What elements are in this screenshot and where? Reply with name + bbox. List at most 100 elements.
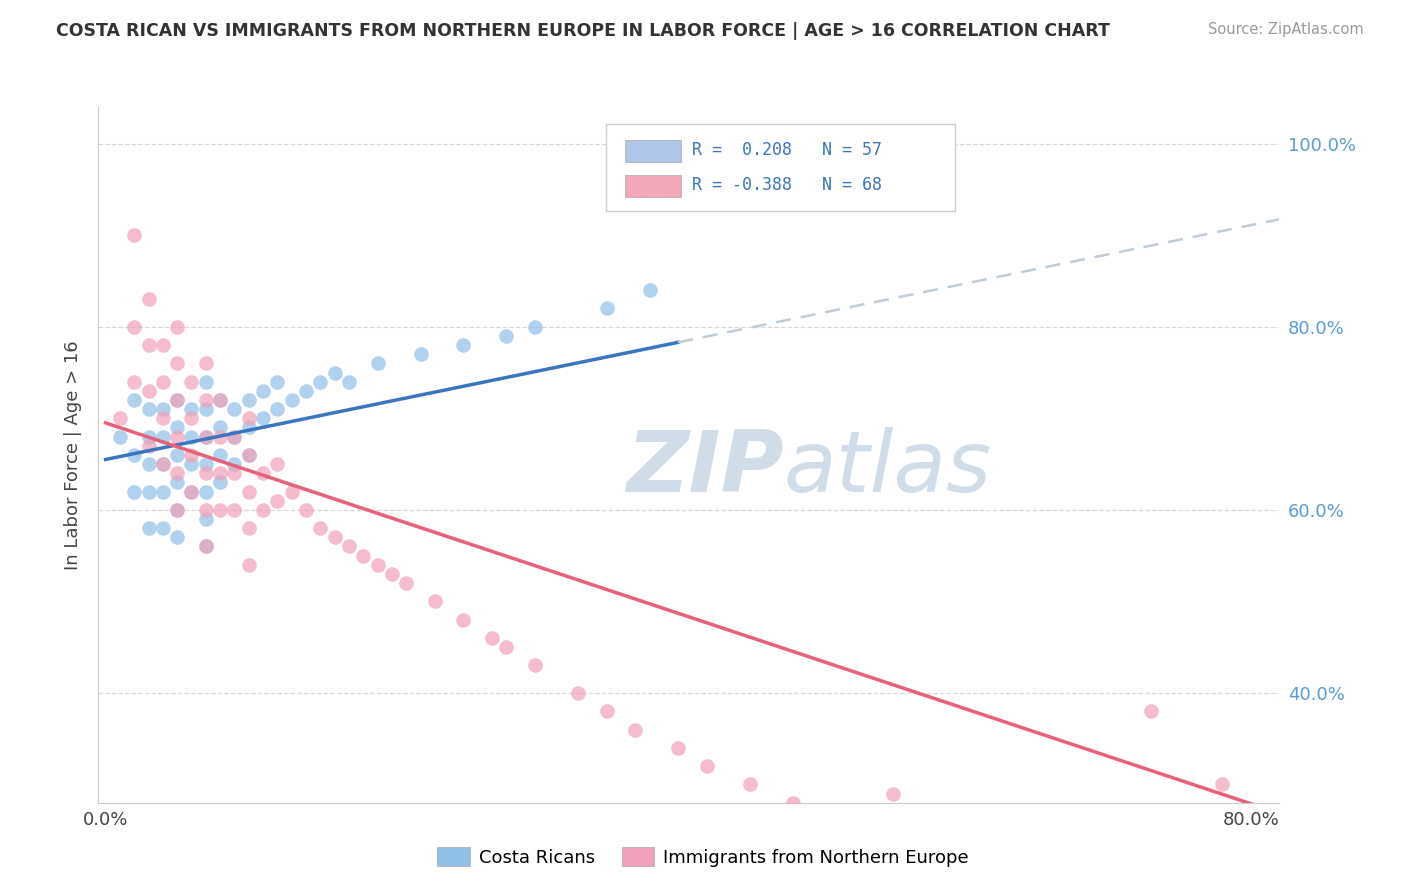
Point bbox=[152, 411, 174, 425]
Point bbox=[138, 429, 160, 443]
Point bbox=[152, 338, 174, 352]
Point bbox=[166, 392, 188, 407]
Point bbox=[209, 429, 232, 443]
Point bbox=[567, 686, 589, 700]
Point bbox=[252, 411, 274, 425]
Point bbox=[666, 740, 689, 755]
Point bbox=[108, 411, 131, 425]
Point bbox=[252, 384, 274, 398]
Point bbox=[152, 484, 174, 499]
Point bbox=[224, 457, 246, 471]
Point bbox=[138, 293, 160, 307]
Point bbox=[882, 787, 904, 801]
Text: R =  0.208   N = 57: R = 0.208 N = 57 bbox=[693, 141, 883, 159]
Point bbox=[595, 301, 617, 316]
Point bbox=[166, 429, 188, 443]
Point bbox=[238, 448, 260, 462]
Point bbox=[180, 484, 202, 499]
Point bbox=[138, 484, 160, 499]
Point bbox=[266, 375, 288, 389]
Point bbox=[194, 429, 217, 443]
Point bbox=[138, 338, 160, 352]
Point bbox=[624, 723, 647, 737]
Point bbox=[209, 503, 232, 517]
FancyBboxPatch shape bbox=[626, 140, 681, 162]
Point bbox=[309, 521, 332, 535]
Point bbox=[238, 411, 260, 425]
Point bbox=[266, 402, 288, 417]
Point bbox=[166, 503, 188, 517]
Point bbox=[738, 777, 761, 791]
Point bbox=[194, 540, 217, 554]
Point bbox=[122, 448, 145, 462]
Point bbox=[166, 392, 188, 407]
Point bbox=[194, 375, 217, 389]
Point bbox=[138, 402, 160, 417]
Point bbox=[209, 420, 232, 434]
Point bbox=[453, 338, 475, 352]
Point bbox=[238, 392, 260, 407]
Point bbox=[323, 366, 346, 380]
Point bbox=[122, 375, 145, 389]
Point bbox=[209, 392, 232, 407]
Point bbox=[108, 429, 131, 443]
Point bbox=[238, 420, 260, 434]
Point bbox=[194, 484, 217, 499]
Point bbox=[224, 467, 246, 481]
Point bbox=[122, 392, 145, 407]
Point bbox=[194, 429, 217, 443]
Point bbox=[323, 530, 346, 544]
Point bbox=[180, 457, 202, 471]
Point bbox=[381, 566, 404, 581]
Point bbox=[138, 384, 160, 398]
Point bbox=[495, 640, 517, 655]
Point bbox=[337, 375, 360, 389]
Point bbox=[524, 658, 547, 673]
Point bbox=[166, 467, 188, 481]
Point bbox=[180, 448, 202, 462]
Point bbox=[337, 540, 360, 554]
Text: Source: ZipAtlas.com: Source: ZipAtlas.com bbox=[1208, 22, 1364, 37]
Point bbox=[696, 759, 718, 773]
Point bbox=[280, 392, 302, 407]
Point bbox=[209, 475, 232, 490]
Point bbox=[595, 704, 617, 718]
Point bbox=[367, 356, 389, 370]
Point bbox=[166, 420, 188, 434]
FancyBboxPatch shape bbox=[626, 175, 681, 197]
Point bbox=[238, 558, 260, 572]
Point bbox=[266, 457, 288, 471]
Point bbox=[352, 549, 374, 563]
Point bbox=[252, 503, 274, 517]
Point bbox=[309, 375, 332, 389]
Point bbox=[453, 613, 475, 627]
Point bbox=[180, 411, 202, 425]
Point bbox=[180, 402, 202, 417]
Point bbox=[152, 429, 174, 443]
Point bbox=[152, 457, 174, 471]
Point bbox=[194, 392, 217, 407]
Point bbox=[166, 356, 188, 370]
Point bbox=[152, 457, 174, 471]
Point bbox=[152, 375, 174, 389]
Point bbox=[209, 448, 232, 462]
Text: atlas: atlas bbox=[783, 427, 991, 510]
Point bbox=[194, 512, 217, 526]
Point bbox=[638, 283, 661, 297]
Point bbox=[194, 457, 217, 471]
Point bbox=[224, 429, 246, 443]
Point bbox=[266, 493, 288, 508]
Point bbox=[194, 540, 217, 554]
Point bbox=[166, 503, 188, 517]
Point bbox=[238, 448, 260, 462]
Point bbox=[1139, 704, 1161, 718]
Point bbox=[180, 429, 202, 443]
Point bbox=[152, 521, 174, 535]
Point bbox=[295, 503, 318, 517]
Point bbox=[524, 319, 547, 334]
Point bbox=[252, 467, 274, 481]
FancyBboxPatch shape bbox=[606, 124, 955, 211]
Point bbox=[1211, 777, 1233, 791]
Point bbox=[138, 439, 160, 453]
Point bbox=[180, 484, 202, 499]
